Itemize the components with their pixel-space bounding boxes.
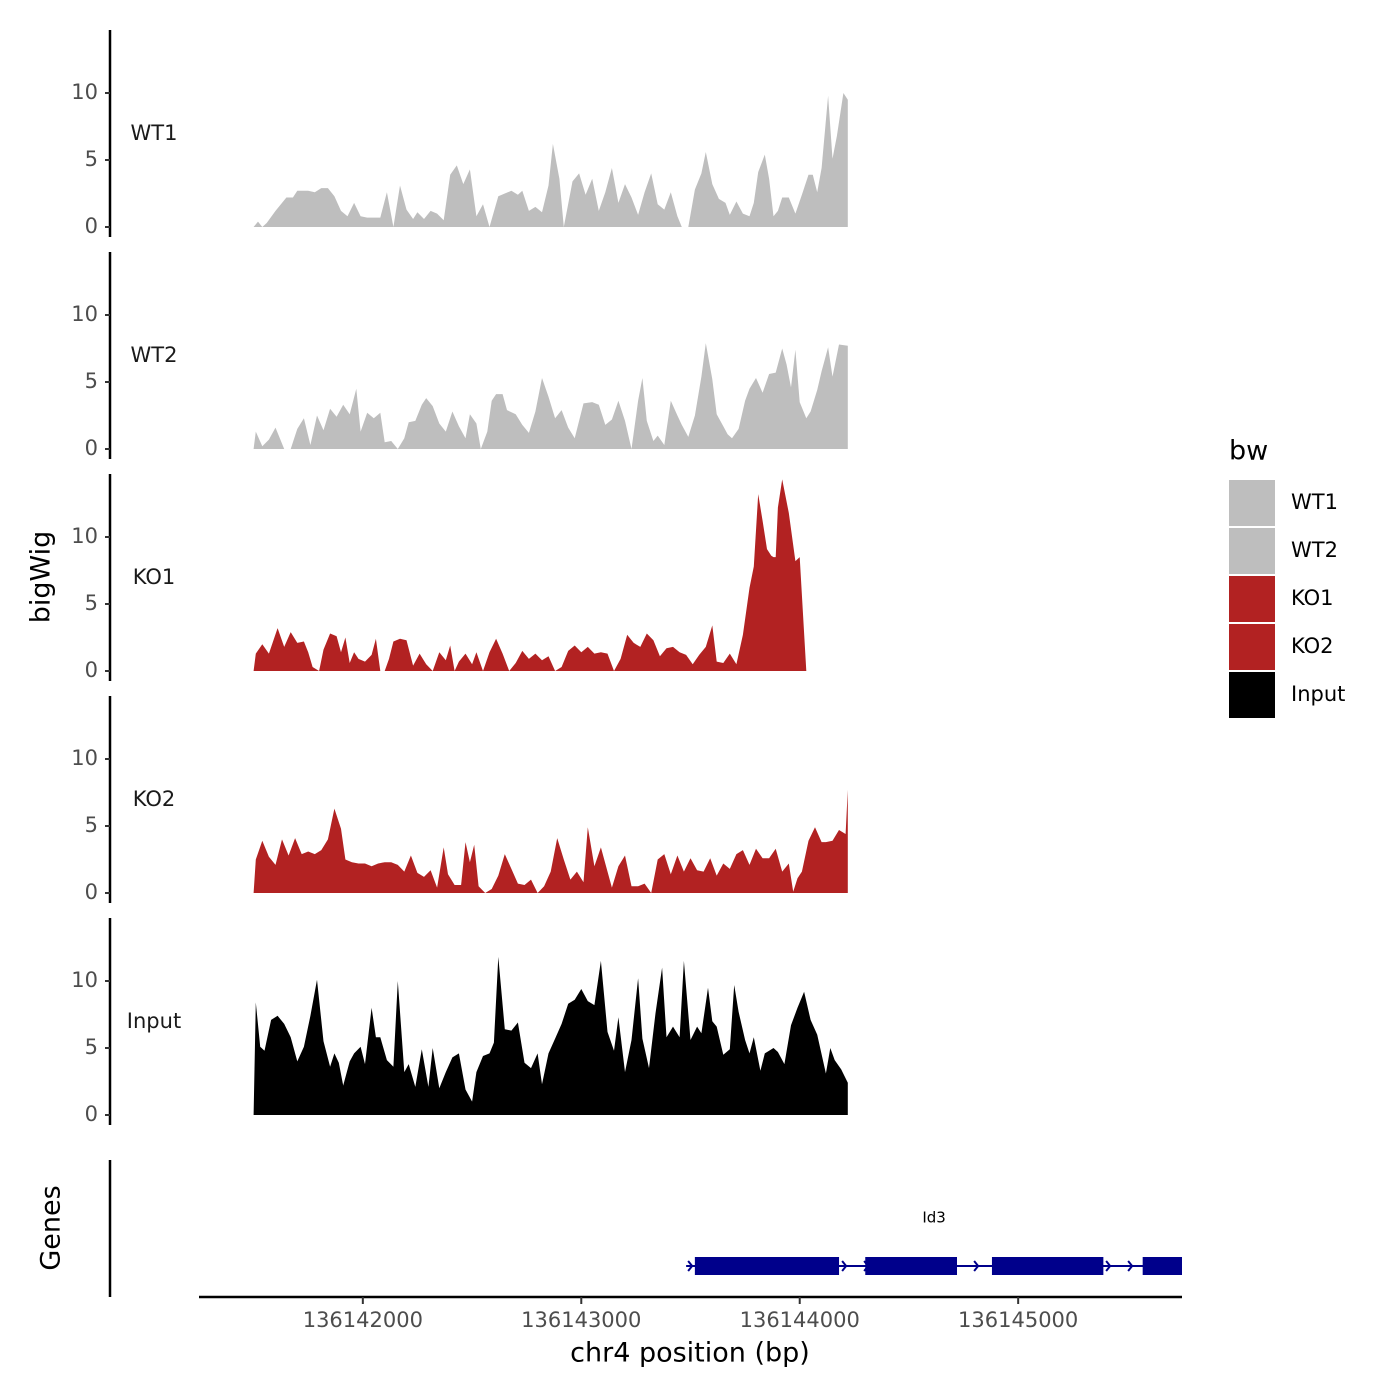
strand-chevron: [1127, 1260, 1134, 1272]
y-tick-label: 5: [85, 147, 98, 171]
area-ko1: [253, 479, 848, 671]
y-tick-label: 0: [85, 1102, 98, 1126]
y-tick-label: 5: [85, 813, 98, 837]
x-tick-label: 136142000: [303, 1308, 423, 1332]
y-tick-label: 0: [85, 436, 98, 460]
legend-swatch: [1229, 576, 1275, 622]
panel-ko1: 0 5 10 KO1: [71, 474, 848, 682]
legend-items: WT1 WT2 KO1 KO2 Input: [1229, 480, 1345, 718]
legend-item-ko1: KO1: [1229, 576, 1334, 622]
panel-label: KO1: [133, 565, 176, 589]
gene-exon: [1142, 1257, 1182, 1275]
y-tick-label: 0: [85, 880, 98, 904]
gene-exon: [865, 1257, 958, 1275]
y-tick-label: 0: [85, 214, 98, 238]
legend: bw WT1 WT2 KO1 KO2 Input: [1229, 436, 1345, 718]
panel-input: 0 5 10 Input: [71, 918, 848, 1126]
legend-label: KO2: [1291, 634, 1334, 658]
legend-label: WT2: [1291, 538, 1338, 562]
x-tick-label: 136145000: [958, 1308, 1078, 1332]
legend-label: KO1: [1291, 586, 1334, 610]
panel-ko2: 0 5 10 KO2: [71, 696, 848, 904]
y-tick-label: 5: [85, 1035, 98, 1059]
coverage-panels: 0 5 10 WT1 0 5 10 WT2 0 5 10 KO1 0 5 10 KO2 0 5 10 Input: [71, 30, 848, 1126]
area-wt2: [253, 343, 848, 449]
x-tick-label: 136143000: [521, 1308, 641, 1332]
gene-exon: [991, 1257, 1104, 1275]
y-tick-label: 5: [85, 369, 98, 393]
y-tick-label: 10: [71, 746, 98, 770]
y-tick-label: 0: [85, 658, 98, 682]
panel-label: WT2: [131, 343, 178, 367]
genes-track-label: Genes: [36, 1185, 67, 1270]
strand-chevron: [687, 1260, 694, 1272]
strand-chevron: [841, 1260, 848, 1272]
x-axis: 136142000 136143000 136144000 136145000 chr…: [199, 1295, 1182, 1369]
legend-label: WT1: [1291, 490, 1338, 514]
y-tick-label: 5: [85, 591, 98, 615]
gene-exon: [694, 1257, 840, 1275]
area-ko2: [253, 789, 848, 893]
x-axis-title: chr4 position (bp): [570, 1338, 810, 1369]
panel-label: Input: [127, 1009, 181, 1033]
legend-item-ko2: KO2: [1229, 624, 1334, 670]
strand-chevron: [973, 1260, 980, 1272]
y-tick-label: 10: [71, 80, 98, 104]
x-axis-ticks: 136142000 136143000 136144000 136145000: [303, 1297, 1078, 1332]
legend-label: Input: [1291, 682, 1345, 706]
legend-item-wt2: WT2: [1229, 528, 1338, 574]
panel-wt2: 0 5 10 WT2: [71, 252, 848, 460]
legend-swatch: [1229, 624, 1275, 670]
panel-wt1: 0 5 10 WT1: [71, 30, 848, 238]
panel-label: KO2: [133, 787, 176, 811]
legend-item-input: Input: [1229, 672, 1345, 718]
gene-label: Id3: [922, 1209, 946, 1227]
y-tick-label: 10: [71, 524, 98, 548]
area-input: [253, 956, 848, 1115]
legend-title: bw: [1229, 436, 1268, 467]
legend-swatch: [1229, 480, 1275, 526]
legend-item-wt1: WT1: [1229, 480, 1338, 526]
legend-swatch: [1229, 672, 1275, 718]
panel-label: WT1: [131, 121, 178, 145]
strand-chevron: [1105, 1260, 1112, 1272]
gene-shapes: Id3: [686, 1209, 1182, 1275]
genes-track: Genes Id3: [36, 1160, 1182, 1297]
y-tick-label: 10: [71, 968, 98, 992]
gene-id3: Id3: [686, 1209, 1182, 1275]
area-wt1: [253, 93, 848, 227]
y-axis-title: bigWig: [26, 531, 57, 624]
legend-swatch: [1229, 528, 1275, 574]
x-tick-label: 136144000: [740, 1308, 860, 1332]
y-tick-label: 10: [71, 302, 98, 326]
